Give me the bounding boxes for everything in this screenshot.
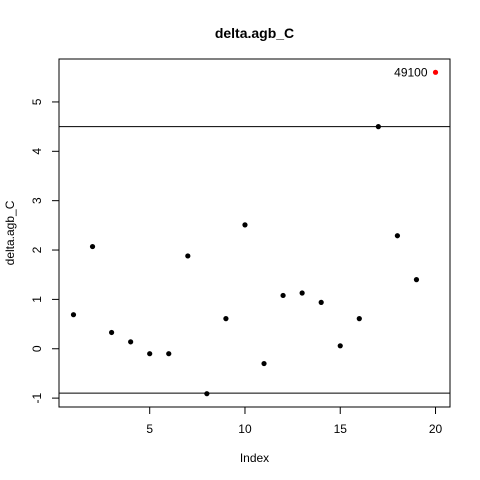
- y-tick-label-0: 0: [30, 345, 44, 352]
- y-tick-label-2: 2: [30, 246, 44, 253]
- data-point-3: [109, 330, 114, 335]
- data-point-5: [147, 351, 152, 356]
- data-point-10: [242, 222, 247, 227]
- x-tick-label-5: 5: [146, 422, 153, 436]
- data-point-6: [166, 351, 171, 356]
- y-tick-label-1: 1: [30, 296, 44, 303]
- data-point-1: [71, 312, 76, 317]
- x-tick-label-10: 10: [238, 422, 252, 436]
- x-axis-label: Index: [240, 451, 269, 465]
- y-axis-label: delta.agb_C: [3, 200, 17, 265]
- y-tick-label-4: 4: [30, 148, 44, 155]
- y-tick-label-5: 5: [30, 98, 44, 105]
- chart-title: delta.agb_C: [215, 25, 294, 41]
- data-point-14: [319, 300, 324, 305]
- data-point-16: [357, 316, 362, 321]
- data-point-15: [338, 343, 343, 348]
- y-tick-label--1: -1: [30, 392, 44, 403]
- data-point-2: [90, 244, 95, 249]
- data-point-19: [414, 277, 419, 282]
- data-point-4: [128, 339, 133, 344]
- plot-area: 5 10 15 20 -1 0 1 2 3 4 5 49100: [30, 59, 450, 436]
- x-tick-label-15: 15: [334, 422, 348, 436]
- data-point-9: [223, 316, 228, 321]
- data-point-18: [395, 233, 400, 238]
- plot-frame: [59, 59, 450, 407]
- data-point-17: [376, 124, 381, 129]
- data-point-13: [300, 290, 305, 295]
- data-point-8: [204, 391, 209, 396]
- y-tick-label-3: 3: [30, 197, 44, 204]
- data-point-7: [185, 253, 190, 258]
- data-point-12: [280, 293, 285, 298]
- point-annotation-1: 49100: [394, 65, 428, 79]
- x-tick-label-20: 20: [429, 422, 443, 436]
- data-point-20: [433, 70, 438, 75]
- data-point-11: [261, 361, 266, 366]
